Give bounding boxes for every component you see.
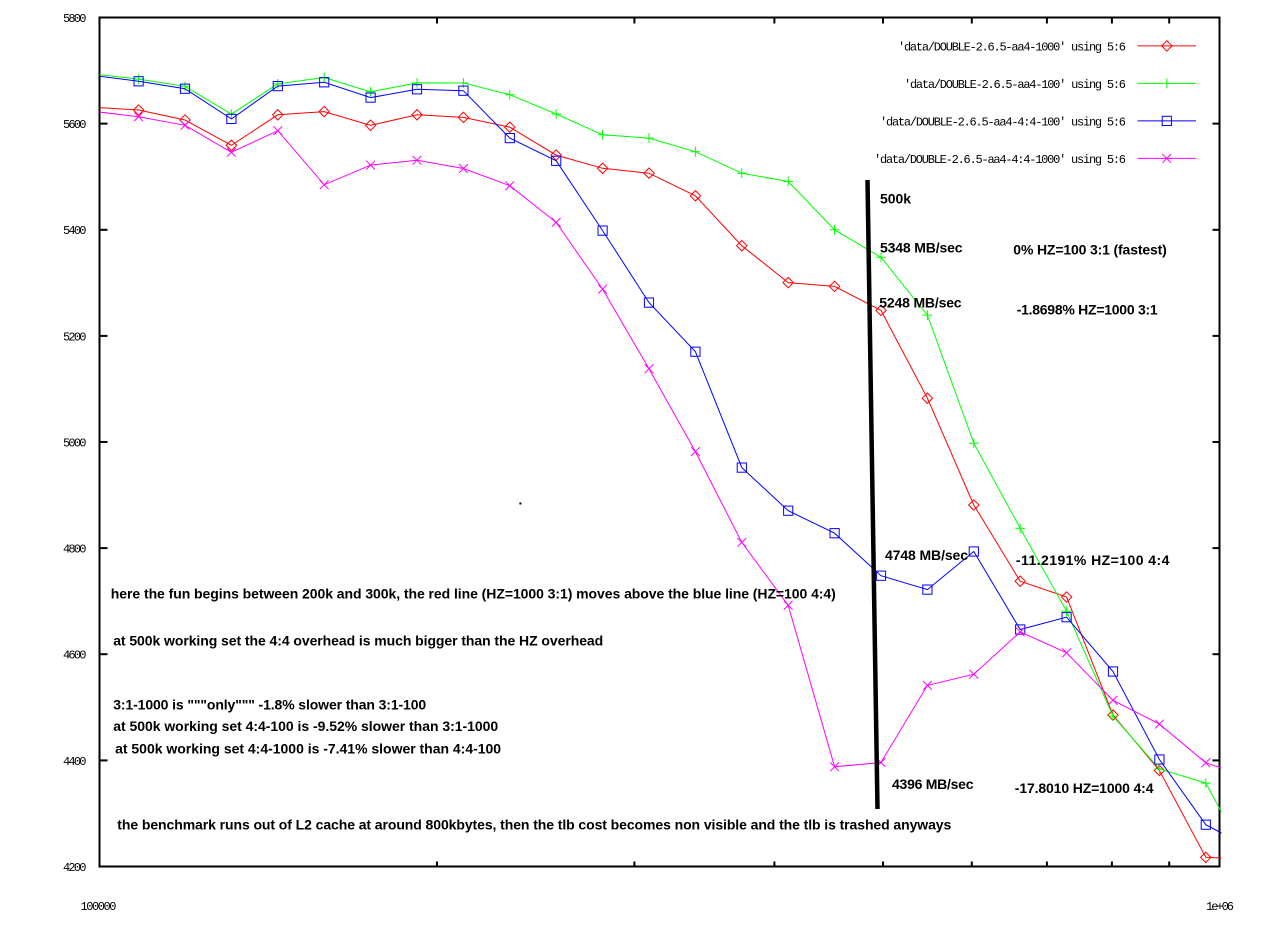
svg-text:4748 MB/sec: 4748 MB/sec bbox=[885, 547, 968, 563]
svg-text:5248 MB/sec: 5248 MB/sec bbox=[879, 295, 962, 311]
svg-text:5348 MB/sec: 5348 MB/sec bbox=[880, 240, 963, 256]
svg-text:'data/DOUBLE-2.6.5-aa4-100' us: 'data/DOUBLE-2.6.5-aa4-100' using 5:6 bbox=[904, 78, 1126, 92]
svg-text:1e+06: 1e+06 bbox=[1206, 900, 1234, 914]
svg-text:0% HZ=100 3:1 (fastest): 0% HZ=100 3:1 (fastest) bbox=[1013, 242, 1167, 258]
svg-text:5400: 5400 bbox=[63, 224, 87, 238]
svg-text:4800: 4800 bbox=[63, 543, 87, 557]
svg-text:4400: 4400 bbox=[63, 755, 87, 769]
svg-text:at 500k working set 4:4-1000 i: at 500k working set 4:4-1000 is -7.41% s… bbox=[115, 741, 501, 757]
svg-text:-17.8010 HZ=1000 4:4: -17.8010 HZ=1000 4:4 bbox=[1015, 780, 1154, 796]
svg-text:at 500k working set the 4:4 ov: at 500k working set the 4:4 overhead is … bbox=[113, 633, 603, 649]
svg-text:500k: 500k bbox=[880, 191, 911, 207]
svg-text:-11.2191% HZ=100 4:4: -11.2191% HZ=100 4:4 bbox=[1016, 552, 1170, 568]
svg-text:here the fun begins between 20: here the fun begins between 200k and 300… bbox=[111, 586, 836, 602]
svg-text:4200: 4200 bbox=[63, 861, 87, 875]
svg-text:the benchmark runs out of L2 c: the benchmark runs out of L2 cache at ar… bbox=[117, 817, 951, 833]
svg-text:5200: 5200 bbox=[63, 330, 87, 344]
svg-text:5800: 5800 bbox=[63, 12, 87, 26]
svg-text:'data/DOUBLE-2.6.5-aa4-1000' u: 'data/DOUBLE-2.6.5-aa4-1000' using 5:6 bbox=[898, 40, 1126, 54]
svg-text:-1.8698% HZ=1000 3:1: -1.8698% HZ=1000 3:1 bbox=[1017, 302, 1158, 318]
svg-text:3:1-1000 is """only""" -1.8% s: 3:1-1000 is """only""" -1.8% slower than… bbox=[113, 697, 426, 713]
svg-text:5000: 5000 bbox=[63, 436, 87, 450]
svg-text:5600: 5600 bbox=[63, 118, 87, 132]
svg-text:4600: 4600 bbox=[63, 649, 87, 663]
svg-text:'data/DOUBLE-2.6.5-aa4-4:4-100: 'data/DOUBLE-2.6.5-aa4-4:4-1000' using 5… bbox=[874, 153, 1126, 167]
svg-text:at 500k working set 4:4-100 is: at 500k working set 4:4-100 is -9.52% sl… bbox=[113, 718, 498, 734]
svg-text:'data/DOUBLE-2.6.5-aa4-4:4-100: 'data/DOUBLE-2.6.5-aa4-4:4-100' using 5:… bbox=[880, 115, 1126, 129]
svg-text:4396 MB/sec: 4396 MB/sec bbox=[892, 776, 974, 792]
svg-text:100000: 100000 bbox=[81, 900, 117, 914]
